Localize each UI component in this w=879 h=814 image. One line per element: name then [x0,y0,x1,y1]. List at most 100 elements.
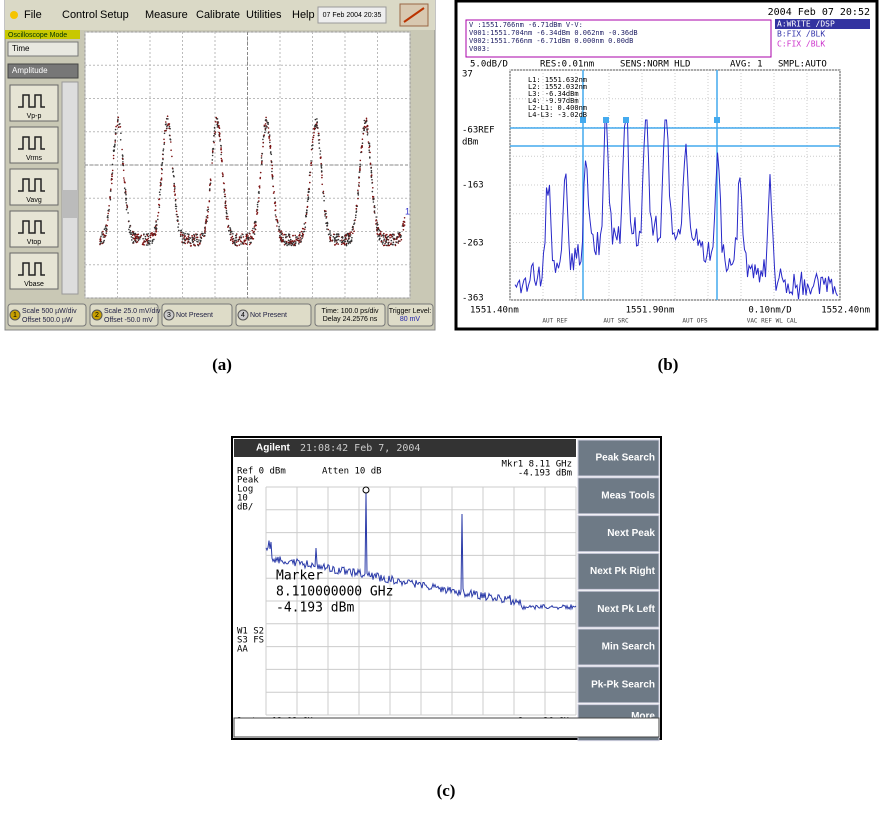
channel-number: 1 [13,312,17,319]
trace-dot [194,240,196,242]
trace-dot [172,168,174,170]
marker-tag [714,117,720,123]
trace-dot [373,201,375,203]
trace-dot [224,196,226,198]
panel-label: (b) [658,355,679,374]
trace-dot [313,132,315,134]
trace-dot [359,177,361,179]
trace-dot [113,155,115,157]
trace-dot [169,126,171,128]
softkey[interactable]: VAC REF WL CAL [747,318,798,325]
trace-dot [188,236,190,238]
trace-dot [271,168,273,170]
trace-dot [304,223,306,225]
x-label: 1551.40nm [470,306,519,316]
trace-dot [295,243,297,245]
trace-dot [281,234,283,236]
trace-dot [356,208,358,210]
trace-dot [355,212,357,214]
trace-dot [365,122,367,124]
trace-dot [203,236,205,238]
trace-dot [298,235,300,237]
trace-dot [268,137,270,139]
trace-dot [123,179,125,181]
trace-dot [330,239,332,241]
trace-dot [366,118,368,120]
trace-dot [294,235,296,237]
timebase: Time: 100.0 ps/div [322,308,379,315]
softkey[interactable]: AUT OFS [682,318,708,325]
trace-dot [251,230,253,232]
trace-dot [307,194,309,196]
trace-dot [374,210,376,212]
trace-dot [380,233,382,235]
trace-dot [120,139,122,141]
trace-dot [265,129,267,131]
trace-dot [232,240,234,242]
menu-item[interactable]: Control [62,9,97,21]
scroll-thumb[interactable] [63,190,77,218]
menu-item[interactable]: Utilities [246,9,282,21]
trace-dot [161,173,163,175]
trace-dot [322,192,324,194]
trace-dot [205,219,207,221]
trace-dot [229,234,231,236]
softkey[interactable]: AUT SRC [603,318,629,325]
trace-dot [274,210,276,212]
trace-dot [164,130,166,132]
trace-dot [101,232,103,234]
trace-dot [247,235,249,237]
trace-dot [191,235,193,237]
trace-dot [359,171,361,173]
trace-dot [155,231,157,233]
menu-item[interactable]: Setup [100,9,129,21]
softkey[interactable]: AUT REF [542,318,568,325]
trace-dot [177,226,179,228]
trace-dot [249,242,251,244]
trace-dot [212,155,214,157]
trace-dot [201,233,203,235]
trace-dot [169,135,171,137]
trace-dot [368,149,370,151]
x-label: 1551.90nm [626,306,675,316]
trace-dot [271,161,273,163]
trace-dot [373,198,375,200]
trace-dot [357,190,359,192]
trace-dot [370,167,372,169]
trace-dot [316,118,318,120]
trace-dot [99,243,101,245]
trace-dot [236,233,238,235]
menu-item[interactable]: File [24,9,42,21]
scrollbar[interactable] [62,82,78,294]
trace-dot [372,191,374,193]
trace-dot [265,127,267,129]
trace-dot [346,244,348,246]
trace-dot [124,187,126,189]
trace-dot [258,200,260,202]
trace-dot [306,213,308,215]
trace-dot [207,217,209,219]
trace-dot [289,243,291,245]
trace-dot [304,228,306,230]
trace-dot [108,205,110,207]
trace-dot [212,151,214,153]
trace-dot [198,239,200,241]
trace-dot [146,233,148,235]
trace-dot [135,237,137,239]
trace-dot [200,236,202,238]
channel-number: 2 [95,312,99,319]
menu-item[interactable]: Calibrate [196,9,240,21]
trace-dot [368,141,370,143]
trace-dot [261,155,263,157]
trace-dot [259,178,261,180]
menu-item[interactable]: Help [292,9,315,21]
trace-dot [243,236,245,238]
menu-item[interactable]: Measure [145,9,188,21]
figure: File ControlSetup Measure Calibrate Utilitie… [0,0,879,809]
trace-dot [105,228,107,230]
trace-dot [370,163,372,165]
trace-dot [275,205,277,207]
trace-dot [127,212,129,214]
trace-dot [274,197,276,199]
trace-dot [349,234,351,236]
